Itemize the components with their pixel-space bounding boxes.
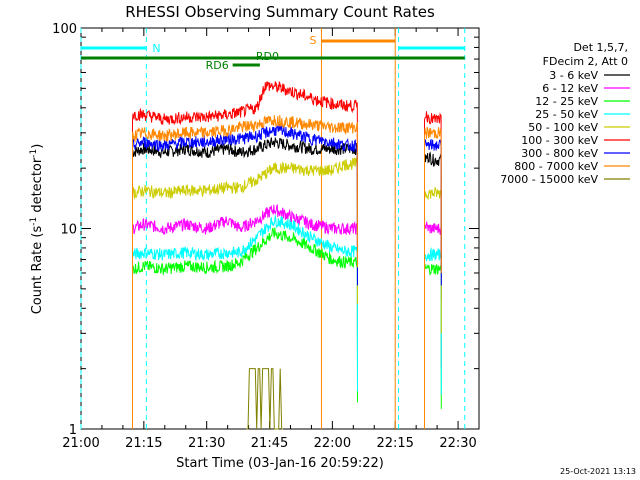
series-trace (132, 80, 358, 429)
series-trace (132, 136, 358, 429)
series-trace (132, 215, 358, 429)
series-trace (424, 111, 442, 429)
annotation-layer: N S RD0 RD6 (80, 28, 466, 429)
series-trace (424, 151, 442, 429)
x-tick-label: 22:30 (439, 436, 476, 451)
y-axis-label: Count Rate (s-1 detector-1) (29, 144, 45, 315)
series-7000-15000keV (246, 368, 284, 430)
x-tick-label: 22:15 (376, 436, 413, 451)
legend-entry-label: 3 - 6 keV (549, 69, 598, 82)
legend-entry-label: 6 - 12 keV (542, 82, 598, 95)
chart-title: RHESSI Observing Summary Count Rates (125, 3, 435, 21)
series-trace (424, 221, 442, 429)
decimation-label: RD0 (256, 50, 279, 63)
legend-entry-label: 7000 - 15000 keV (500, 173, 598, 186)
legend-header: FDecim 2, Att 0 (543, 55, 628, 68)
x-tick-label: 21:00 (62, 436, 99, 451)
legend-entry-label: 800 - 7000 keV (514, 160, 598, 173)
timestamp: 25-Oct-2021 13:13 (560, 467, 636, 476)
series-trace (424, 138, 442, 429)
x-axis-label: Start Time (03-Jan-16 20:59:22) (176, 456, 384, 471)
series-25-50keV (132, 215, 442, 429)
series-50-100keV (132, 157, 442, 429)
legend-header: Det 1,5,7, (573, 41, 628, 54)
series-trace (246, 368, 284, 430)
legend-entry-label: 100 - 300 keV (521, 134, 598, 147)
legend-entry-label: 25 - 50 keV (535, 108, 598, 121)
night-label: N (152, 42, 160, 55)
series-12-25keV (132, 227, 442, 429)
legend-entry-label: 50 - 100 keV (528, 121, 598, 134)
x-tick-label: 22:00 (314, 436, 351, 451)
series-trace (132, 203, 358, 429)
series-trace (424, 126, 442, 429)
saa-label: S (309, 34, 316, 47)
series-trace (424, 246, 442, 429)
x-tick-label: 21:30 (188, 436, 225, 451)
y-tick-label: 1 (69, 423, 77, 438)
x-tick-label: 21:15 (125, 436, 162, 451)
decimation-segment-label: RD6 (206, 59, 229, 72)
y-tick-label: 100 (52, 22, 77, 37)
x-tick-label: 21:45 (251, 436, 288, 451)
series-800-7000keV (132, 114, 442, 429)
series-trace (132, 114, 358, 429)
series-3-6keV (132, 136, 442, 429)
y-tick-label: 10 (60, 223, 77, 238)
legend-entry-label: 300 - 800 keV (521, 147, 598, 160)
series-trace (424, 186, 442, 429)
series-layer (132, 80, 442, 430)
series-trace (132, 123, 358, 429)
series-trace (424, 262, 442, 429)
series-trace (132, 157, 358, 429)
series-6-12keV (132, 203, 442, 429)
series-trace (132, 227, 358, 429)
legend-entry-label: 12 - 25 keV (535, 95, 598, 108)
series-100-300keV (132, 80, 442, 429)
series-300-800keV (132, 123, 442, 429)
